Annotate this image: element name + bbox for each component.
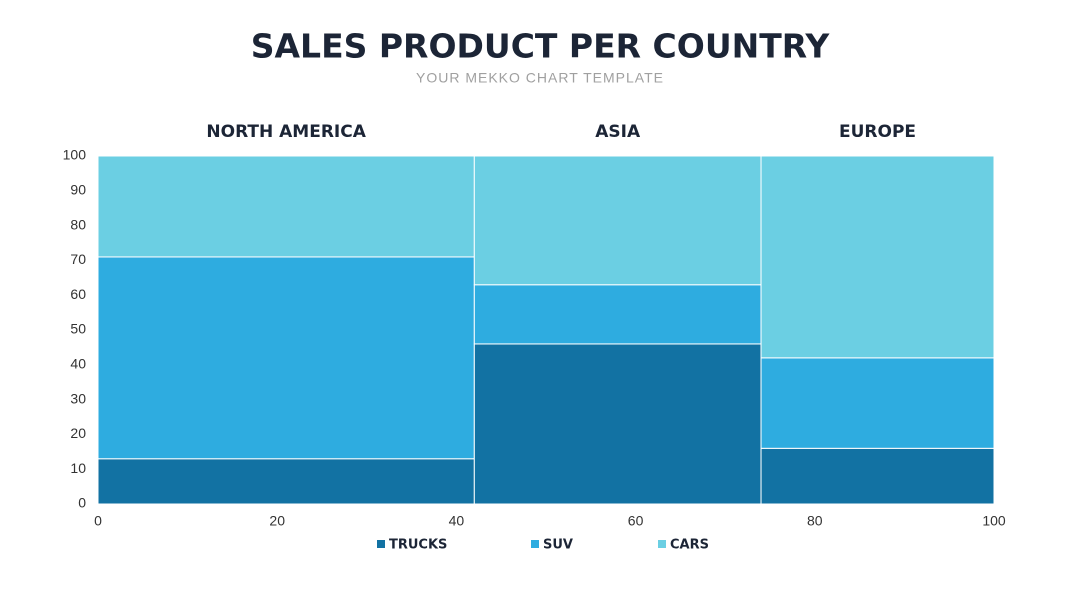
category-label: NORTH AMERICA [206, 122, 366, 142]
y-tick-label: 60 [70, 286, 86, 302]
y-tick-label: 30 [70, 390, 86, 406]
y-tick-label: 50 [70, 321, 86, 337]
y-tick-label: 0 [78, 495, 86, 511]
y-tick-label: 100 [63, 147, 87, 163]
legend-label: SUV [543, 538, 573, 553]
segment [473, 284, 762, 345]
segment [760, 447, 995, 505]
chart-title: SALES PRODUCT PER COUNTRY [251, 27, 831, 66]
legend-swatch [658, 540, 666, 548]
x-tick-label: 60 [628, 513, 644, 529]
segment [760, 155, 995, 359]
x-tick-label: 80 [807, 513, 823, 529]
y-tick-label: 40 [70, 356, 86, 372]
x-tick-label: 0 [94, 513, 102, 529]
x-tick-label: 20 [269, 513, 285, 529]
y-tick-label: 20 [70, 425, 86, 441]
y-tick-label: 90 [70, 182, 86, 198]
y-tick-label: 10 [70, 460, 86, 476]
x-tick-label: 100 [982, 513, 1006, 529]
segment [97, 155, 475, 258]
segment [760, 357, 995, 449]
segment [473, 155, 762, 286]
y-tick-label: 80 [70, 216, 86, 232]
legend-swatch [531, 540, 539, 548]
legend-swatch [377, 540, 385, 548]
segment [97, 256, 475, 460]
y-tick-label: 70 [70, 251, 86, 267]
x-tick-label: 40 [449, 513, 465, 529]
segment [97, 458, 475, 505]
chart-subtitle: YOUR MEKKO CHART TEMPLATE [416, 70, 664, 86]
category-label: EUROPE [839, 122, 916, 142]
legend-label: TRUCKS [389, 538, 447, 553]
legend-label: CARS [670, 538, 709, 553]
segment [473, 343, 762, 505]
category-label: ASIA [595, 122, 641, 142]
